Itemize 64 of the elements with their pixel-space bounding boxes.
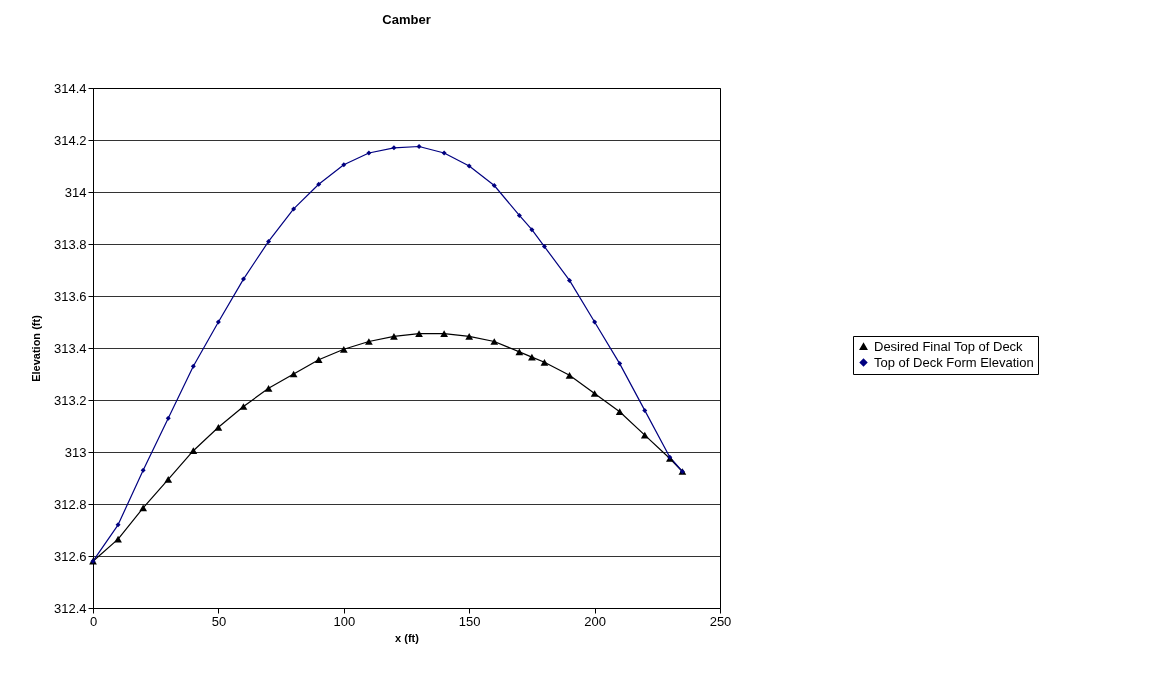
point — [214, 423, 223, 431]
point — [316, 181, 322, 187]
y-tick-label: 313.8 — [53, 236, 87, 252]
point — [140, 467, 146, 473]
point — [441, 150, 447, 156]
point — [314, 356, 323, 364]
y-tick-label: 313 — [64, 444, 87, 460]
chart-title: Camber — [382, 12, 431, 27]
point — [615, 408, 624, 416]
point — [165, 415, 171, 421]
point — [529, 227, 535, 233]
x-tick-label: 50 — [211, 613, 227, 629]
point — [490, 338, 499, 345]
y-tick-label: 314 — [64, 184, 87, 200]
point — [164, 475, 173, 483]
point — [567, 277, 573, 283]
point — [642, 407, 648, 413]
point — [540, 358, 549, 366]
legend-label: Top of Deck Form Elevation — [874, 354, 1034, 370]
y-tick-label: 312.4 — [53, 600, 87, 616]
point — [190, 363, 196, 369]
point — [515, 348, 524, 356]
x-tick-label: 0 — [89, 613, 98, 629]
point — [339, 345, 348, 353]
point — [365, 338, 373, 345]
point — [465, 332, 474, 340]
point — [264, 384, 273, 392]
point — [440, 330, 448, 338]
x-tick-label: 250 — [709, 613, 732, 629]
y-tick-label: 313.6 — [53, 288, 87, 304]
point — [239, 403, 248, 410]
y-tick-label: 313.2 — [53, 392, 87, 408]
point — [391, 145, 397, 151]
y-tick-label: 314.4 — [53, 80, 87, 96]
point — [491, 183, 497, 188]
legend-label: Desired Final Top of Deck — [874, 338, 1024, 354]
point — [366, 150, 372, 156]
x-tick-label: 100 — [333, 613, 356, 629]
point — [617, 361, 623, 367]
point — [115, 522, 121, 528]
x-tick-label: 200 — [584, 613, 606, 629]
y-tick-label: 313.4 — [53, 340, 87, 356]
y-tick-label: 312.6 — [53, 548, 87, 564]
point — [415, 330, 423, 338]
point — [341, 162, 347, 168]
point — [189, 447, 198, 455]
point — [291, 206, 297, 212]
point — [215, 319, 221, 325]
y-axis-title: Elevation (ft) — [29, 314, 42, 382]
point — [139, 504, 148, 512]
y-tick-label: 312.8 — [53, 496, 87, 512]
point — [516, 212, 522, 218]
point — [416, 144, 422, 149]
point — [466, 163, 472, 169]
x-axis-title: x (ft) — [395, 631, 420, 644]
point — [592, 319, 598, 325]
point — [240, 276, 246, 282]
x-tick-label: 150 — [458, 613, 481, 629]
point — [541, 244, 547, 250]
point — [565, 371, 574, 379]
point — [590, 390, 599, 397]
y-tick-label: 314.2 — [53, 132, 87, 148]
point — [390, 332, 398, 340]
point — [266, 238, 272, 244]
